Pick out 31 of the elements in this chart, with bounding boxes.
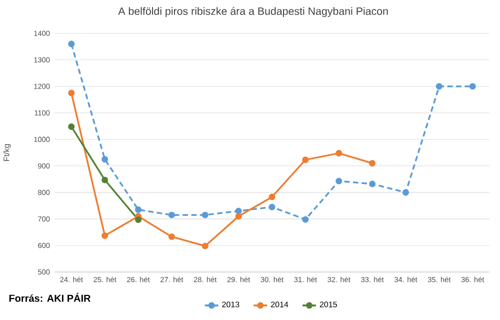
text: Forrás: AKI PÁIR <box>9 292 91 302</box>
point <box>68 40 75 48</box>
point <box>134 216 142 224</box>
point <box>202 212 208 218</box>
point <box>402 189 410 196</box>
legend-label: 2015 <box>320 302 337 308</box>
chart-title: A belföldi piros ribiszke ára a Budapesti Nagybani Piacon <box>118 6 388 18</box>
point <box>68 123 75 130</box>
y-axis-title: Ft/kg <box>3 144 11 161</box>
point <box>336 178 342 184</box>
point <box>168 233 175 240</box>
point <box>235 208 242 214</box>
point <box>168 212 175 218</box>
point <box>469 83 476 90</box>
point <box>369 180 376 188</box>
point <box>68 90 75 96</box>
point <box>436 83 442 90</box>
point <box>302 216 309 223</box>
point <box>102 176 108 184</box>
legend-label: 2014 <box>271 302 288 308</box>
point <box>235 213 242 220</box>
legend-label: 2013 <box>222 302 240 308</box>
point <box>268 204 276 210</box>
point <box>336 150 342 156</box>
point <box>102 232 108 239</box>
point <box>302 156 309 164</box>
point <box>202 242 208 250</box>
point <box>134 206 142 213</box>
point <box>268 194 276 200</box>
point <box>369 160 376 167</box>
point <box>102 156 108 163</box>
